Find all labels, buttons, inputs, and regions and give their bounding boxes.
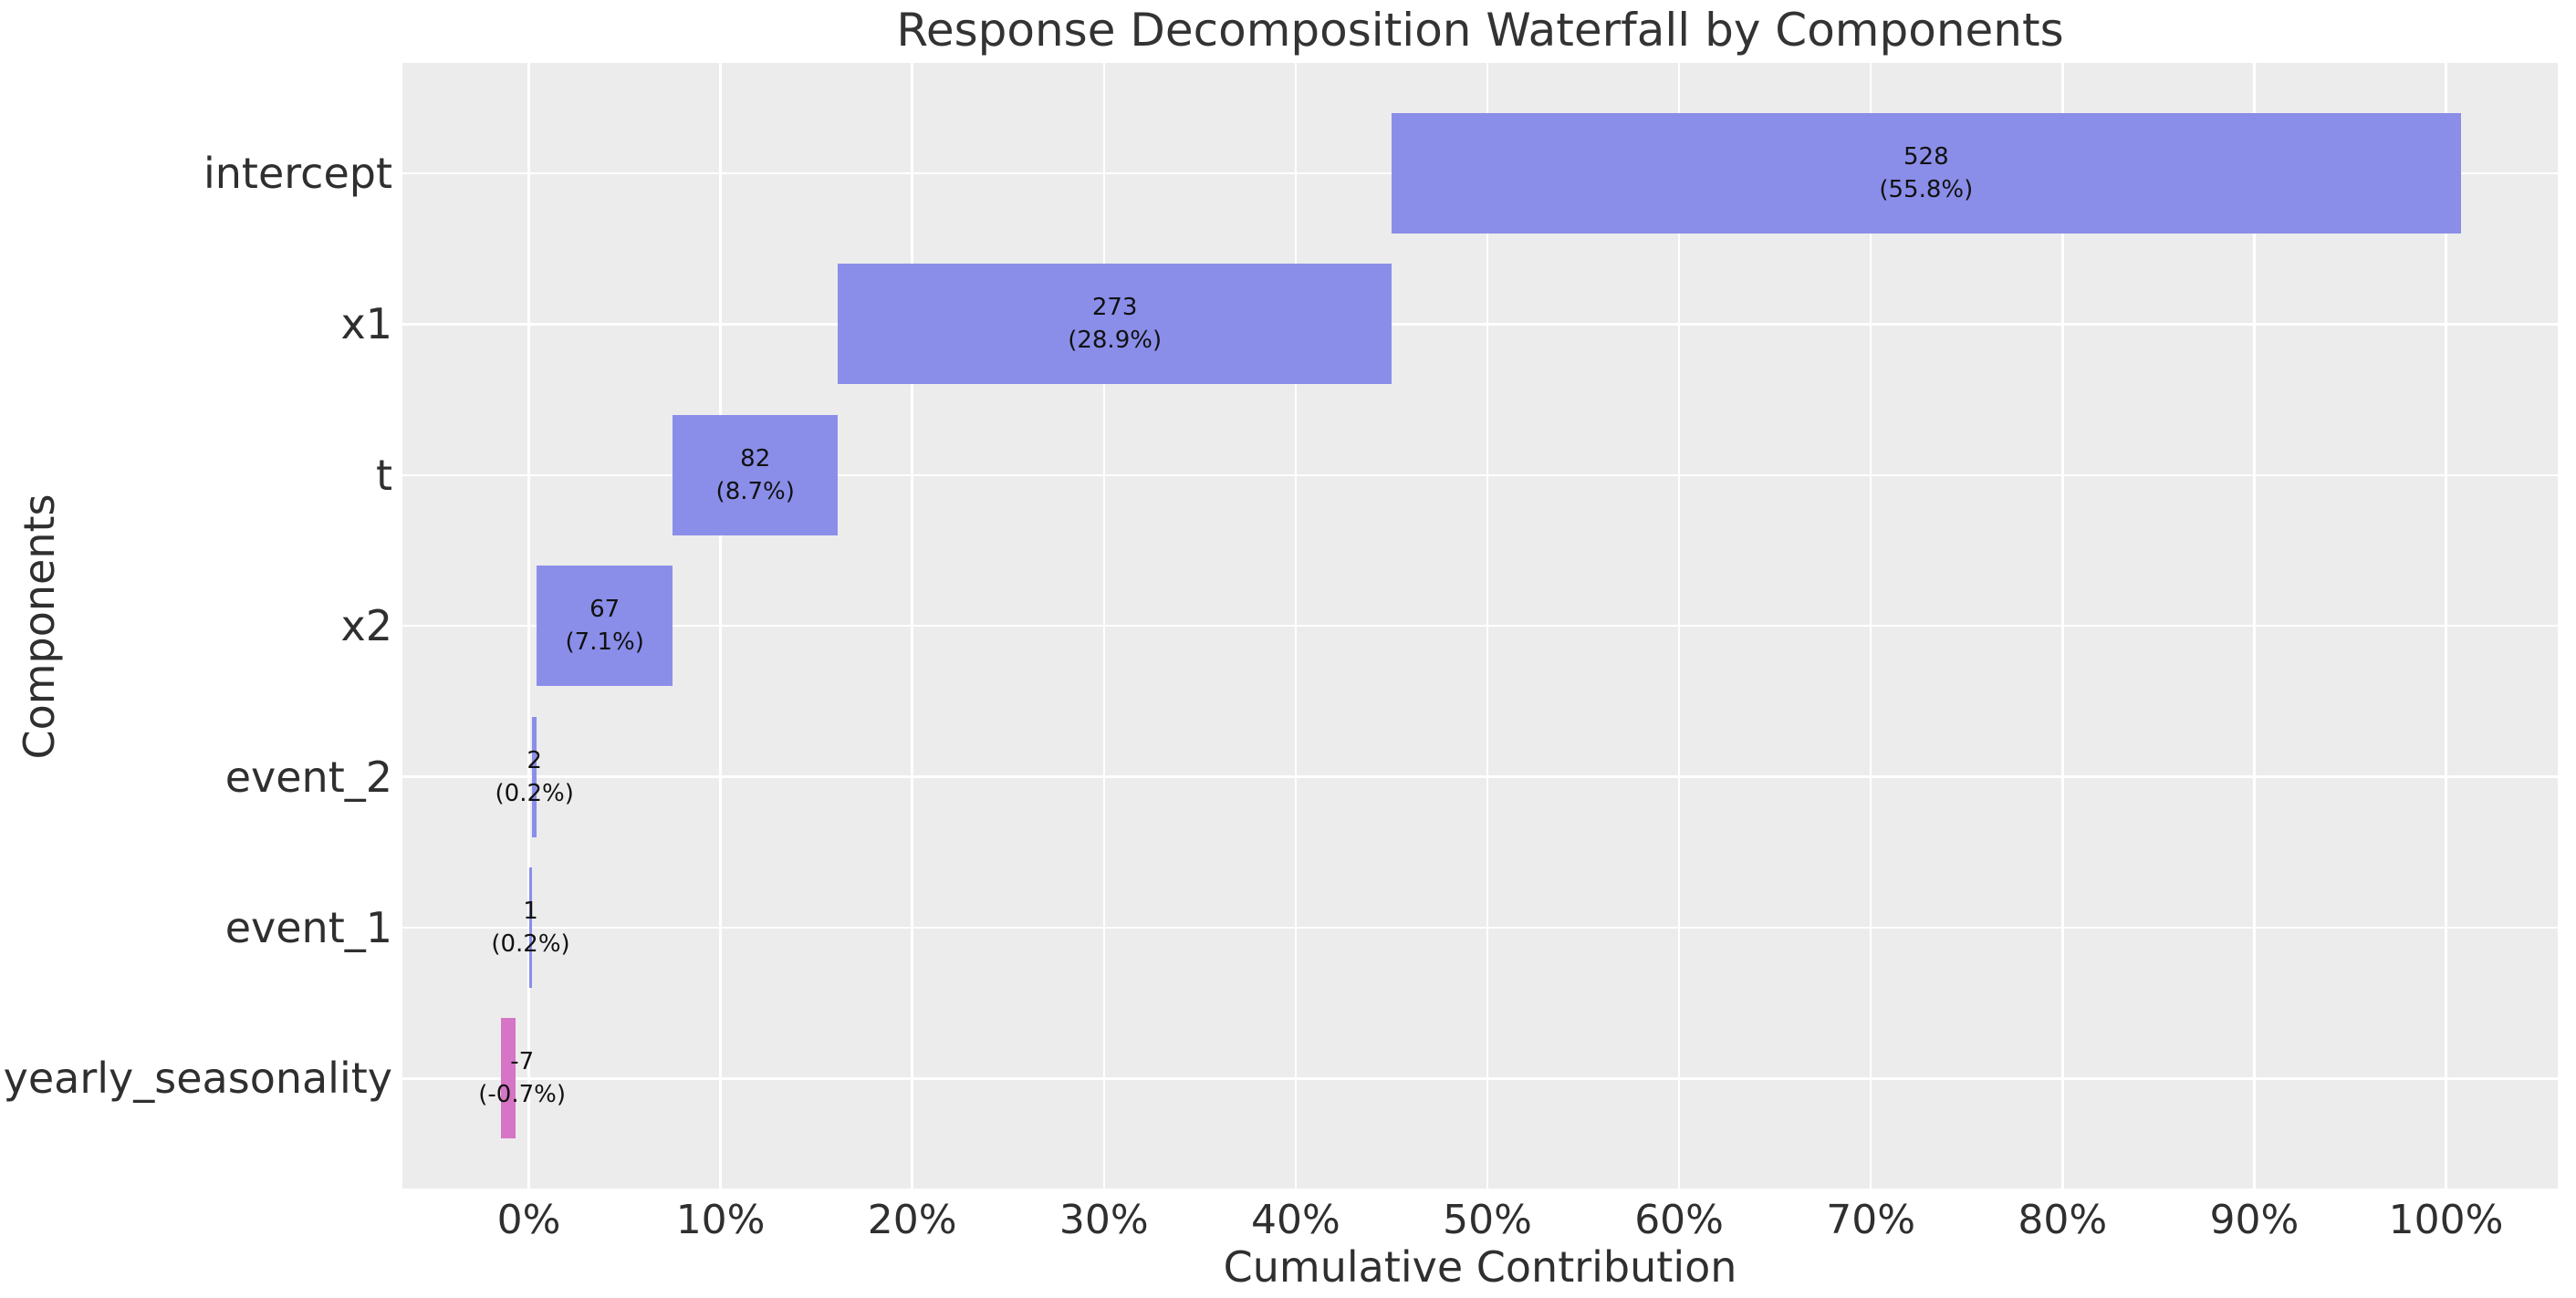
- bar-share: (28.9%): [1068, 327, 1163, 355]
- bar-value: 1: [523, 898, 538, 925]
- x-tick-label-0%: 0%: [496, 1197, 561, 1243]
- bar-value: 67: [589, 596, 621, 624]
- y-tick-label-yearly_seasonality: yearly_seasonality: [3, 1054, 392, 1104]
- y-gridline: [402, 624, 2558, 628]
- bar-value: 273: [1091, 294, 1138, 322]
- x-tick-label-90%: 90%: [2209, 1197, 2300, 1243]
- y-gridline: [402, 1077, 2558, 1080]
- bar-share: (55.8%): [1879, 176, 1974, 203]
- waterfall-bar-event_1: [528, 867, 533, 988]
- waterfall-bar-x1: [838, 264, 1392, 385]
- x-tick-label-10%: 10%: [675, 1197, 766, 1243]
- x-tick-label-60%: 60%: [1634, 1197, 1724, 1243]
- waterfall-bar-t: [673, 414, 839, 535]
- y-tick-label-event_2: event_2: [224, 752, 392, 802]
- x-tick-label-30%: 30%: [1059, 1197, 1149, 1243]
- bar-value: 528: [1903, 143, 1949, 171]
- bar-share: (-0.7%): [478, 1081, 567, 1109]
- bar-share: (7.1%): [565, 628, 644, 657]
- bar-value: 2: [527, 746, 542, 774]
- bar-value-label: 1 (0.2%): [402, 895, 714, 961]
- bar-value-label: 528 (55.8%): [1744, 140, 2109, 206]
- x-tick-label-50%: 50%: [1443, 1197, 1532, 1243]
- x-tick-label-40%: 40%: [1250, 1197, 1340, 1243]
- bar-value-label: 2 (0.2%): [402, 744, 717, 810]
- bar-share: (0.2%): [495, 779, 574, 807]
- waterfall-bar-yearly_seasonality: [501, 1018, 516, 1139]
- bar-value-label: 273 (28.9%): [933, 291, 1298, 357]
- y-gridline: [402, 926, 2558, 929]
- bar-value: 82: [740, 444, 771, 472]
- y-gridline: [402, 323, 2558, 326]
- bar-value-label: 67 (7.1%): [422, 593, 787, 659]
- y-gridline: [402, 473, 2558, 477]
- chart-title: Response Decomposition Waterfall by Comp…: [896, 4, 2064, 57]
- bar-share: (0.2%): [491, 930, 570, 958]
- x-tick-label-20%: 20%: [867, 1197, 957, 1243]
- y-tick-label-event_1: event_1: [224, 903, 392, 952]
- bar-value: -7: [510, 1048, 535, 1076]
- x-tick-label-100%: 100%: [2388, 1197, 2504, 1243]
- bar-share: (8.7%): [715, 477, 795, 505]
- y-tick-label-t: t: [375, 450, 392, 500]
- x-tick-label-80%: 80%: [2018, 1197, 2108, 1243]
- x-tick-label-70%: 70%: [1826, 1197, 1916, 1243]
- y-tick-label-x2: x2: [340, 601, 393, 651]
- waterfall-bar-x2: [537, 566, 673, 687]
- plot-area: 528 (55.8%) 273 (28.9%) 82 (8.7%) 67 (7.1%) 2 (0.…: [402, 63, 2558, 1189]
- bar-value-label: -7 (-0.7%): [402, 1045, 704, 1111]
- y-tick-label-x1: x1: [340, 299, 393, 349]
- waterfall-bar-event_2: [532, 716, 537, 837]
- x-axis-title: Cumulative Contribution: [1223, 1242, 1737, 1292]
- y-axis-title: Components: [15, 493, 64, 760]
- waterfall-bar-intercept: [1391, 113, 2461, 234]
- y-gridline: [402, 775, 2558, 778]
- y-tick-label-intercept: intercept: [203, 149, 392, 198]
- bar-value-label: 82 (8.7%): [573, 442, 938, 508]
